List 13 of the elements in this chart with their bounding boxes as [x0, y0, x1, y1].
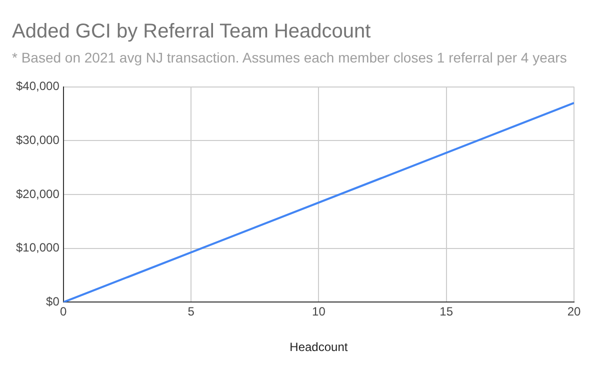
y-tick-label: $0	[46, 294, 60, 309]
chart-title: Added GCI by Referral Team Headcount	[12, 20, 372, 43]
x-tick-label: 15	[440, 304, 454, 319]
chart-subtitle: * Based on 2021 avg NJ transaction. Assumes each member closes 1 referral per 4 years	[12, 49, 567, 66]
x-axis-title: Headcount	[290, 340, 348, 354]
y-tick-label: $40,000	[16, 79, 60, 94]
x-tick-label: 5	[188, 304, 195, 319]
x-tick-label: 20	[567, 304, 581, 319]
x-tick-label: 10	[312, 304, 326, 319]
y-tick-label: $20,000	[16, 186, 60, 201]
y-tick-label: $30,000	[16, 132, 60, 147]
y-tick-label: $10,000	[16, 240, 60, 255]
x-tick-label: 0	[60, 304, 68, 319]
